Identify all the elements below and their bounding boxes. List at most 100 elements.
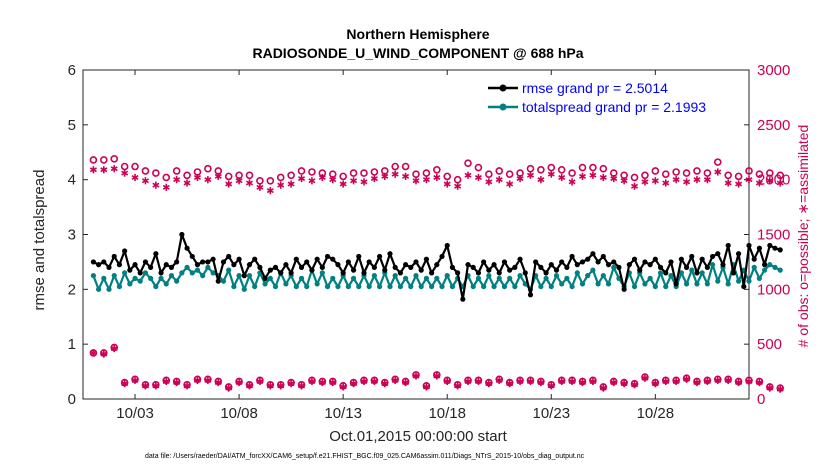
asterisk-stroke — [235, 178, 243, 184]
asterisk-stroke — [256, 184, 264, 190]
obs-possible-point — [672, 168, 680, 176]
obs-assimilated-point — [121, 169, 129, 177]
rmse-point — [168, 264, 175, 270]
asterisk-stroke — [651, 178, 659, 184]
rmse-point — [179, 231, 185, 238]
obs-assimilated-point — [329, 378, 337, 387]
rmse-point — [579, 259, 586, 265]
totalspread-point — [548, 283, 554, 290]
asterisk-stroke — [152, 182, 160, 188]
rmse-point — [704, 264, 710, 270]
rmse-point — [231, 262, 237, 268]
obs-assimilated-point — [287, 180, 295, 188]
rmse-point — [205, 259, 211, 265]
asterisk-stroke — [422, 177, 430, 183]
obs-possible-point — [172, 167, 181, 175]
totalspread-point — [335, 283, 341, 290]
rmse-spread-series — [90, 231, 783, 302]
asterisk-stroke — [526, 172, 534, 178]
totalspread-point — [366, 283, 372, 290]
totalspread-point — [90, 273, 97, 279]
asterisk-stroke — [766, 385, 774, 391]
obs-assimilated-point — [683, 178, 691, 186]
right-axis-ticks: 0 500 1000 1500 2000 2500 3000 — [744, 62, 790, 408]
rmse-point — [262, 275, 268, 281]
asterisk-stroke — [360, 378, 368, 384]
rmse-point — [444, 242, 450, 249]
asterisk-stroke — [683, 179, 691, 185]
obs-assimilated-point — [631, 381, 639, 389]
obs-assimilated-point — [735, 378, 743, 387]
asterisk-stroke — [173, 380, 181, 386]
asterisk-stroke — [641, 179, 649, 185]
asterisk-stroke — [703, 378, 711, 384]
asterisk-stroke — [745, 378, 753, 384]
obs-possible-point — [537, 165, 545, 174]
obs-assimilated-point — [641, 178, 649, 186]
totalspread-point — [418, 283, 424, 290]
obs-assimilated-point — [568, 178, 576, 186]
left-tick-label: 0 — [68, 391, 76, 408]
totalspread-point — [590, 267, 596, 273]
rmse-point — [564, 264, 570, 270]
totalspread-point — [408, 283, 414, 290]
rmse-point — [371, 264, 377, 270]
asterisk-stroke — [516, 176, 524, 182]
asterisk-stroke — [391, 171, 399, 177]
asterisk-stroke — [402, 380, 410, 386]
totalspread-point — [137, 278, 143, 284]
totalspread-point — [678, 270, 684, 276]
obs-possible-point — [443, 172, 452, 181]
asterisk-stroke — [350, 381, 358, 387]
asterisk-stroke — [298, 383, 306, 389]
asterisk-stroke — [308, 178, 316, 184]
totalspread-point — [512, 283, 518, 290]
totalspread-point — [376, 283, 383, 290]
totalspread-point — [194, 267, 201, 273]
totalspread-point — [725, 281, 731, 287]
asterisk-stroke — [474, 174, 482, 180]
asterisk-stroke — [235, 380, 243, 386]
asterisk-stroke — [162, 378, 170, 384]
legend-label-rmse: rmse grand pr = 2.5014 — [522, 80, 668, 96]
asterisk-stroke — [599, 385, 607, 391]
totalspread-point — [345, 283, 351, 290]
obs-assimilated-point — [735, 180, 743, 188]
totalspread-point — [350, 275, 357, 281]
rmse-point — [402, 262, 409, 268]
obs-possible-point — [89, 156, 98, 164]
rmse-point — [194, 262, 201, 268]
totalspread-point — [767, 262, 773, 268]
rmse-point — [429, 270, 435, 276]
asterisk-stroke — [121, 170, 129, 176]
obs-assimilated-point — [225, 384, 233, 392]
asterisk-stroke — [776, 180, 784, 186]
obs-assimilated-point — [599, 173, 607, 182]
totalspread-point — [413, 273, 419, 279]
asterisk-stroke — [443, 181, 451, 187]
asterisk-stroke — [329, 380, 337, 386]
obs-assimilated-point — [350, 177, 358, 185]
totalspread-point — [319, 270, 325, 276]
asterisk-stroke — [131, 174, 139, 180]
totalspread-point — [106, 286, 112, 292]
obs-assimilated-point — [766, 384, 774, 392]
totalspread-point — [538, 283, 544, 290]
rmse-point — [725, 242, 731, 249]
asterisk-stroke — [454, 183, 462, 189]
rmse-point — [278, 270, 284, 276]
asterisk-stroke — [766, 178, 774, 184]
obs-count-series — [89, 155, 785, 393]
asterisk-stroke — [474, 378, 482, 384]
asterisk-stroke — [350, 178, 358, 184]
obs-assimilated-point — [526, 377, 534, 386]
obs-assimilated-point — [381, 172, 389, 180]
totalspread-point — [272, 283, 279, 290]
obs-possible-point — [485, 170, 493, 178]
legend-marker-spread — [499, 103, 507, 111]
legend-marker-rmse — [499, 84, 507, 92]
asterisk-stroke — [776, 386, 784, 392]
asterisk-stroke — [256, 378, 264, 384]
rmse-point — [293, 256, 299, 262]
obs-assimilated-point — [599, 384, 607, 392]
